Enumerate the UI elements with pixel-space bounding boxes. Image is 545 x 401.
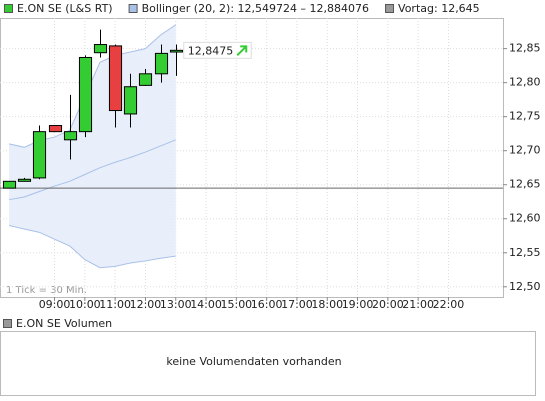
x-tick-label: 16:00 bbox=[251, 298, 283, 311]
last-price-arrow bbox=[236, 45, 248, 57]
y-tick-label: 12,85 bbox=[509, 42, 541, 55]
candle-body bbox=[108, 45, 123, 112]
volume-title: E.ON SE Volumen bbox=[16, 317, 112, 330]
x-tick-label: 21:00 bbox=[402, 298, 434, 311]
bollinger-lower bbox=[8, 225, 176, 269]
legend-label: E.ON SE (L&S RT) bbox=[17, 2, 113, 15]
x-tick-label: 14:00 bbox=[190, 298, 222, 311]
legend-label: Bollinger (20, 2): 12,549724 – 12,884076 bbox=[142, 2, 369, 15]
x-tick-label: 19:00 bbox=[342, 298, 374, 311]
legend-swatch bbox=[128, 4, 138, 13]
bollinger-band bbox=[9, 24, 176, 268]
tick-note: 1 Tick = 30 Min. bbox=[6, 285, 87, 296]
legend-swatch bbox=[385, 4, 395, 13]
x-tick-label: 15:00 bbox=[220, 298, 252, 311]
legend-swatch bbox=[4, 4, 13, 13]
last-price-label: 12,8475 bbox=[188, 44, 234, 57]
x-tick-label: 12:00 bbox=[130, 298, 162, 311]
candle-body bbox=[123, 86, 138, 115]
candle-body bbox=[2, 180, 17, 189]
y-tick-label: 12,75 bbox=[509, 110, 541, 123]
y-tick-label: 12,80 bbox=[509, 76, 541, 89]
x-tick-label: 22:00 bbox=[433, 298, 465, 311]
x-tick-label: 13:00 bbox=[160, 298, 192, 311]
y-tick-label: 12,65 bbox=[509, 178, 541, 191]
y-tick-label: 12,60 bbox=[509, 212, 541, 225]
candle-body bbox=[17, 178, 32, 182]
candle-body bbox=[169, 49, 184, 53]
x-tick-label: 18:00 bbox=[311, 298, 343, 311]
candle-body bbox=[93, 44, 108, 54]
y-tick-label: 12,50 bbox=[509, 280, 541, 293]
x-tick-label: 10:00 bbox=[69, 298, 101, 311]
candle-body bbox=[154, 52, 169, 75]
volume-frame bbox=[0, 331, 536, 396]
candle-body bbox=[138, 73, 153, 86]
candle-body bbox=[78, 56, 93, 133]
candle-body bbox=[48, 125, 63, 133]
bollinger-middle bbox=[9, 139, 176, 201]
x-tick-label: 09:00 bbox=[39, 298, 71, 311]
legend-label: Vortag: 12,645 bbox=[398, 2, 480, 15]
x-tick-label: 17:00 bbox=[281, 298, 313, 311]
x-tick-label: 20:00 bbox=[372, 298, 404, 311]
x-tick-label: 11:00 bbox=[99, 298, 131, 311]
volume-message: keine Volumendaten vorhanden bbox=[166, 355, 341, 368]
candle-body bbox=[32, 131, 47, 179]
last-price-box bbox=[183, 41, 252, 59]
y-tick-label: 12,55 bbox=[509, 246, 541, 259]
candle-body bbox=[63, 131, 78, 141]
volume-legend-swatch bbox=[3, 319, 12, 328]
y-tick-label: 12,70 bbox=[509, 144, 541, 157]
